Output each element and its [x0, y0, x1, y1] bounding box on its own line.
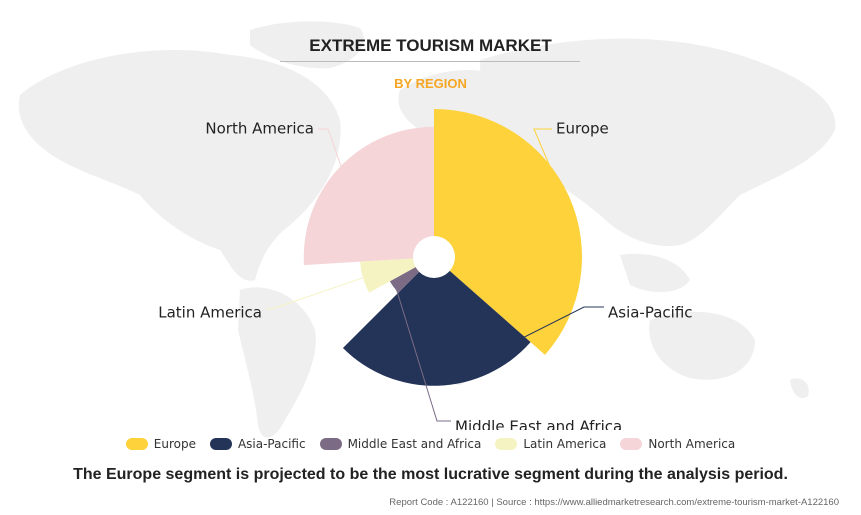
slice-asia-pacific [342, 257, 531, 386]
rose-chart: Europe Asia-Pacific Middle East and Africa… [158, 109, 693, 431]
chart-title: EXTREME TOURISM MARKET [309, 36, 552, 55]
legend-swatch-europe [125, 438, 148, 450]
legend-swatch-north-america [620, 438, 643, 450]
legend-label-middle-east-africa: Middle East and Africa [347, 437, 482, 451]
slice-label-middle-east-and-africa: Middle East and Africa [455, 418, 622, 431]
legend-swatch-asia-pacific [209, 438, 232, 450]
chart-subtitle: BY REGION [394, 76, 467, 91]
leader-line-asia-pacific [437, 306, 604, 381]
title-divider [280, 61, 580, 62]
legend-label-asia-pacific: Asia-Pacific [237, 437, 306, 451]
chart-caption: The Europe segment is projected to be th… [73, 466, 788, 483]
legend-item-europe: Europe [125, 437, 196, 451]
slice-label-europe: Europe [556, 120, 609, 138]
legend-label-north-america: North America [648, 437, 736, 451]
leader-line-north-america [318, 128, 344, 172]
legend-swatch-middle-east-africa [319, 438, 342, 450]
legend-swatch-latin-america [495, 438, 518, 450]
legend-item-north-america: North America [620, 437, 735, 451]
leader-line-middle-east-and-africa [394, 285, 451, 422]
legend-label-europe: Europe [153, 437, 196, 451]
slice-north-america [303, 126, 434, 266]
legend-item-middle-east-africa: Middle East and Africa [319, 437, 482, 451]
slice-europe [434, 109, 582, 355]
legend-item-asia-pacific: Asia-Pacific [209, 437, 306, 451]
slice-label-asia-pacific: Asia-Pacific [608, 304, 693, 322]
leader-line-latin-america [266, 276, 366, 310]
legend-label-latin-america: Latin America [523, 437, 607, 451]
legend-item-latin-america: Latin America [495, 437, 606, 451]
report-footer: Report Code : A122160 | Source : https:/… [389, 497, 839, 508]
legend: Europe Asia-Pacific Middle East and Afri… [0, 437, 861, 451]
leader-line-europe [533, 128, 564, 199]
slice-label-latin-america: Latin America [158, 304, 262, 322]
slice-label-north-america: North America [205, 120, 314, 138]
chart-center-hole [413, 236, 455, 278]
